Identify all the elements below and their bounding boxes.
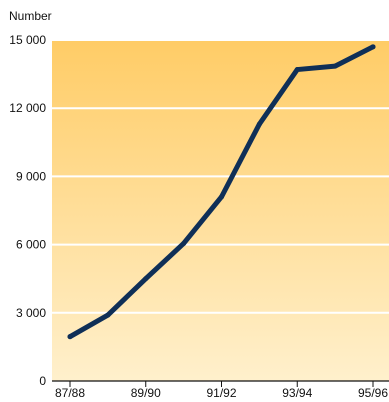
data-point bbox=[105, 312, 111, 318]
y-tick-label: 6 000 bbox=[16, 238, 46, 252]
y-tick-label: 9 000 bbox=[16, 169, 46, 183]
y-tick-label: 0 bbox=[39, 374, 46, 388]
gridlines bbox=[52, 39, 389, 314]
y-tick-label: 15 000 bbox=[9, 33, 46, 47]
x-tick-label: 91/92 bbox=[206, 386, 236, 400]
x-tick-label: 89/90 bbox=[131, 386, 161, 400]
data-point bbox=[256, 121, 262, 127]
data-point bbox=[67, 334, 73, 340]
x-axis-labels: 87/88 89/90 91/92 93/94 95/96 bbox=[55, 381, 388, 400]
data-point bbox=[143, 276, 149, 282]
data-point bbox=[370, 44, 376, 50]
series-layer bbox=[67, 44, 376, 340]
x-tick-label: 87/88 bbox=[55, 386, 85, 400]
x-tick-label: 93/94 bbox=[282, 386, 312, 400]
y-tick-label: 12 000 bbox=[9, 101, 46, 115]
data-point bbox=[294, 67, 300, 73]
x-tick-label: 95/96 bbox=[358, 386, 388, 400]
y-axis-labels: 0 3 000 6 000 9 000 12 000 15 000 bbox=[9, 33, 46, 388]
data-point bbox=[332, 63, 338, 69]
y-axis-title: Number bbox=[9, 9, 52, 23]
y-tick-label: 3 000 bbox=[16, 306, 46, 320]
plot-background bbox=[52, 40, 389, 381]
data-point bbox=[219, 194, 224, 200]
data-point bbox=[181, 240, 187, 246]
